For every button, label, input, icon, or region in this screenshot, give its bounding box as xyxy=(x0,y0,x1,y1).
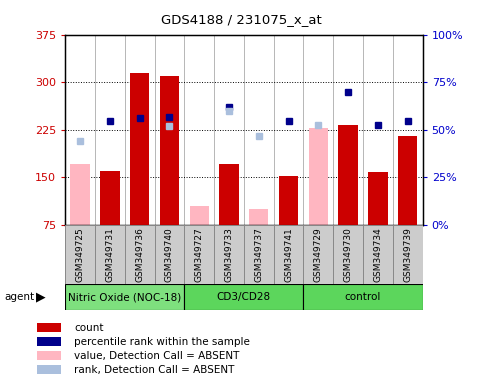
FancyBboxPatch shape xyxy=(393,225,423,284)
Bar xyxy=(189,206,209,225)
Bar xyxy=(219,164,239,225)
Text: rank, Detection Call = ABSENT: rank, Detection Call = ABSENT xyxy=(74,365,235,375)
Text: GSM349740: GSM349740 xyxy=(165,227,174,282)
FancyBboxPatch shape xyxy=(303,225,333,284)
Text: GSM349727: GSM349727 xyxy=(195,227,204,282)
Bar xyxy=(37,366,61,374)
FancyBboxPatch shape xyxy=(125,225,155,284)
Text: GSM349739: GSM349739 xyxy=(403,227,412,282)
FancyBboxPatch shape xyxy=(185,225,214,284)
FancyBboxPatch shape xyxy=(303,284,423,310)
FancyBboxPatch shape xyxy=(65,225,95,284)
FancyBboxPatch shape xyxy=(214,225,244,284)
FancyBboxPatch shape xyxy=(363,225,393,284)
Text: percentile rank within the sample: percentile rank within the sample xyxy=(74,337,250,347)
FancyBboxPatch shape xyxy=(95,225,125,284)
Bar xyxy=(37,338,61,346)
Text: GSM349733: GSM349733 xyxy=(225,227,233,282)
Text: GSM349731: GSM349731 xyxy=(105,227,114,282)
FancyBboxPatch shape xyxy=(274,225,303,284)
FancyBboxPatch shape xyxy=(333,225,363,284)
Text: count: count xyxy=(74,323,104,333)
Text: GSM349730: GSM349730 xyxy=(344,227,353,282)
Bar xyxy=(249,209,269,225)
Bar xyxy=(368,172,388,225)
Bar xyxy=(279,176,298,225)
FancyBboxPatch shape xyxy=(244,225,274,284)
Text: GDS4188 / 231075_x_at: GDS4188 / 231075_x_at xyxy=(161,13,322,26)
Text: GSM349729: GSM349729 xyxy=(314,227,323,282)
Bar xyxy=(100,171,120,225)
Bar xyxy=(160,76,179,225)
Text: Nitric Oxide (NOC-18): Nitric Oxide (NOC-18) xyxy=(68,292,182,302)
Text: ▶: ▶ xyxy=(36,291,46,304)
Bar xyxy=(71,164,90,225)
Bar xyxy=(37,351,61,360)
Bar xyxy=(309,128,328,225)
Text: agent: agent xyxy=(5,292,35,302)
Text: GSM349741: GSM349741 xyxy=(284,227,293,282)
FancyBboxPatch shape xyxy=(185,284,303,310)
Text: value, Detection Call = ABSENT: value, Detection Call = ABSENT xyxy=(74,351,240,361)
Text: GSM349737: GSM349737 xyxy=(255,227,263,282)
Text: control: control xyxy=(345,292,381,302)
Bar xyxy=(37,323,61,332)
FancyBboxPatch shape xyxy=(155,225,185,284)
Text: GSM349725: GSM349725 xyxy=(76,227,85,282)
FancyBboxPatch shape xyxy=(65,284,185,310)
Text: CD3/CD28: CD3/CD28 xyxy=(217,292,271,302)
Text: GSM349736: GSM349736 xyxy=(135,227,144,282)
Bar xyxy=(130,73,149,225)
Text: GSM349734: GSM349734 xyxy=(373,227,383,282)
Bar xyxy=(339,125,358,225)
Bar xyxy=(398,136,417,225)
